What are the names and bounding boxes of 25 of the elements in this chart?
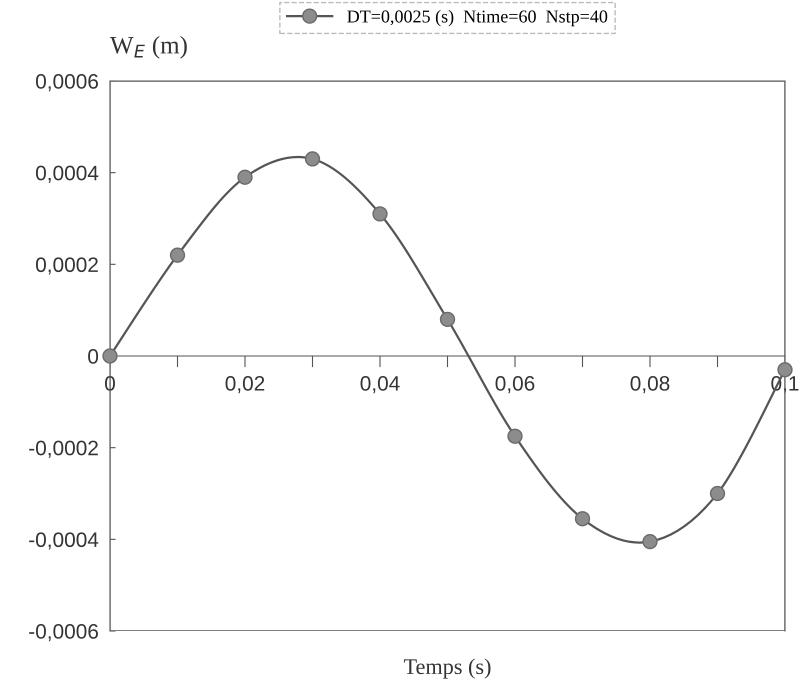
point xyxy=(642,534,658,550)
y-tick-label: -0,0002 xyxy=(29,440,98,458)
x-tick-label: 0,02 xyxy=(226,376,264,394)
y-axis-title: W$_{E}$ (m) xyxy=(110,36,187,59)
y-tick-label: 0,0002 xyxy=(36,257,98,275)
point xyxy=(507,428,523,444)
point xyxy=(237,170,253,185)
x-tick-label: 0,06 xyxy=(496,376,534,394)
x-tick-label: 0,08 xyxy=(630,376,670,394)
y-tick-label: -0,0006 xyxy=(29,624,98,642)
point xyxy=(574,511,590,526)
point xyxy=(440,312,456,327)
point xyxy=(304,151,320,167)
x-tick-label: 0,04 xyxy=(360,376,400,394)
legend-label: DT=0,0025 (s) Ntime=60 Nstp=40 xyxy=(347,10,608,26)
point xyxy=(102,348,118,364)
y-tick-label: 0,0004 xyxy=(36,166,98,183)
y-tick-label: 0,0006 xyxy=(36,74,98,92)
x-axis-title: Temps (s) xyxy=(404,658,490,679)
y-tick-label: -0,0004 xyxy=(29,532,98,550)
point xyxy=(372,206,388,222)
point xyxy=(170,248,186,263)
y-tick-label: 0 xyxy=(88,349,98,364)
point xyxy=(710,486,726,502)
point xyxy=(777,362,793,378)
